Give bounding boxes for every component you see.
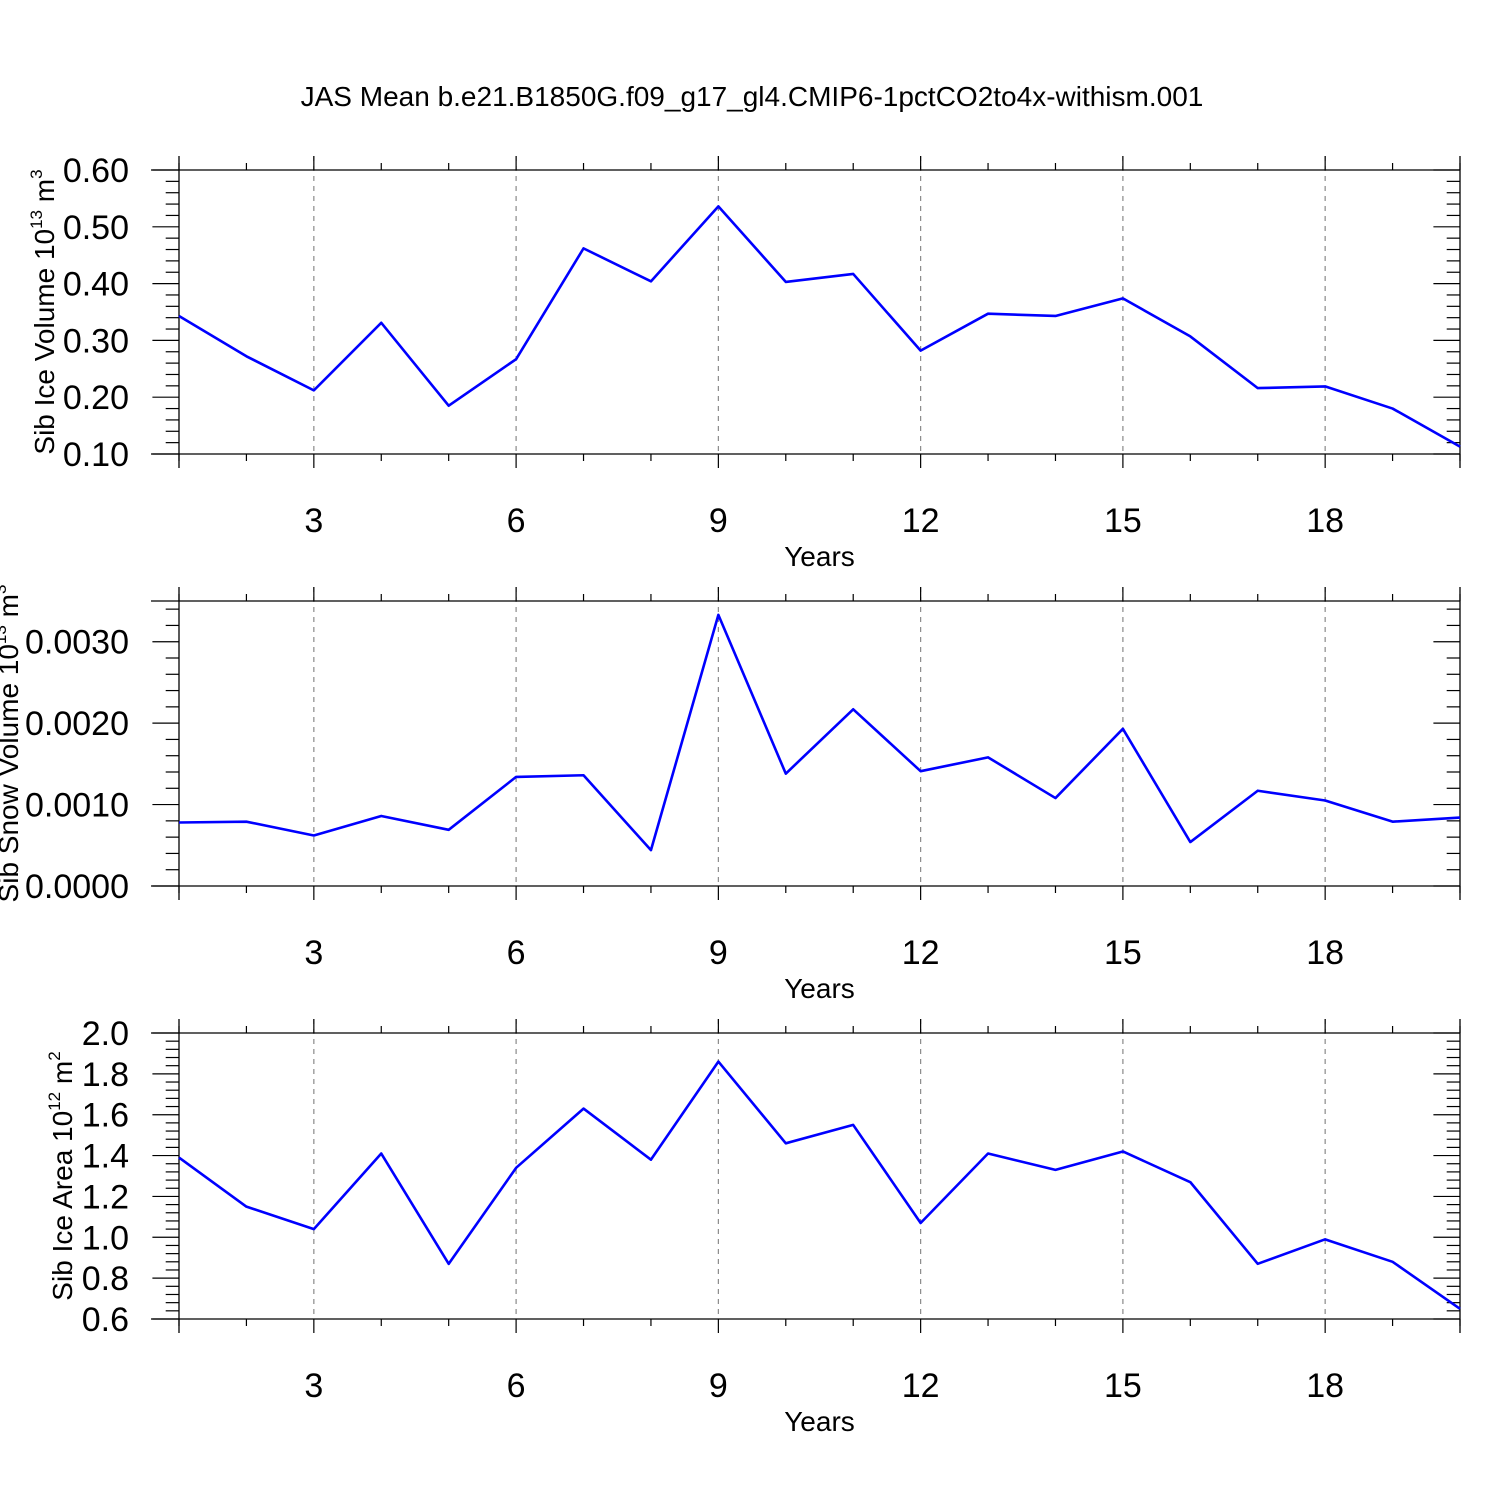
x-tick-label: 6: [507, 1367, 526, 1405]
x-tick-label: 9: [709, 934, 728, 972]
y-tick-label: 0.60: [63, 152, 129, 190]
panel-sib-ice-volume: 3 6 9 12 15 18 0.10 0.20 0.30 0.40 0.50 0.60 Years Si…: [27, 152, 1461, 572]
x-tick-label: 3: [304, 502, 323, 540]
x-axis-label: Years: [784, 973, 855, 1004]
y-tick-label: 2.0: [82, 1015, 129, 1053]
x-tick-label: 18: [1306, 1367, 1344, 1405]
x-tick-label: 9: [709, 1367, 728, 1405]
y-tick-label: 0.8: [82, 1260, 129, 1298]
y-tick-label: 0.40: [63, 266, 129, 304]
series-line: [178, 613, 1461, 852]
x-tick-label: 18: [1306, 502, 1344, 540]
panel-sib-snow-volume: 3 6 9 12 15 18 0.0000 0.0010 0.0020 0.0030 Years Si…: [0, 585, 1461, 1004]
y-tick-label: 0.10: [63, 436, 129, 474]
panel-sib-ice-area: 3 6 9 12 15 18 0.60.81.01.21.41.61.82.0 Years Si…: [45, 1015, 1461, 1437]
x-axis-label: Years: [784, 541, 855, 572]
series-line: [178, 205, 1461, 448]
y-tick-label: 1.8: [82, 1056, 129, 1094]
y-tick-label: 1.0: [82, 1219, 129, 1257]
x-tick-label: 12: [902, 502, 940, 540]
x-tick-label: 15: [1104, 502, 1142, 540]
y-tick-label: 1.6: [82, 1097, 129, 1135]
x-axis-label: Years: [784, 1406, 855, 1437]
y-axis-label: Sib Ice Area 1012 m2: [45, 1051, 78, 1300]
x-tick-label: 6: [507, 934, 526, 972]
x-tick-label: 15: [1104, 934, 1142, 972]
series-line: [178, 1060, 1461, 1310]
x-tick-label: 15: [1104, 1367, 1142, 1405]
x-tick-label: 9: [709, 502, 728, 540]
y-tick-label: 0.0000: [25, 868, 129, 906]
x-tick-label: 18: [1306, 934, 1344, 972]
y-tick-label: 0.20: [63, 379, 129, 417]
y-tick-label: 0.0020: [25, 705, 129, 743]
x-tick-label: 3: [304, 1367, 323, 1405]
x-tick-label: 12: [902, 1367, 940, 1405]
x-tick-label: 12: [902, 934, 940, 972]
x-tick-label: 6: [507, 502, 526, 540]
y-tick-label: 1.4: [82, 1138, 129, 1176]
figure-title: JAS Mean b.e21.B1850G.f09_g17_gl4.CMIP6-…: [301, 81, 1204, 112]
y-tick-label: 0.0030: [25, 624, 129, 662]
y-tick-label: 0.30: [63, 322, 129, 360]
y-axis-label: Sib Snow Volume 1013 m3: [0, 585, 24, 903]
y-tick-label: 0.6: [82, 1301, 129, 1339]
y-tick-label: 1.2: [82, 1178, 129, 1216]
y-tick-label: 0.50: [63, 209, 129, 247]
x-tick-label: 3: [304, 934, 323, 972]
y-tick-label: 0.0010: [25, 787, 129, 825]
y-axis-label: Sib Ice Volume 1013 m3: [27, 169, 60, 454]
